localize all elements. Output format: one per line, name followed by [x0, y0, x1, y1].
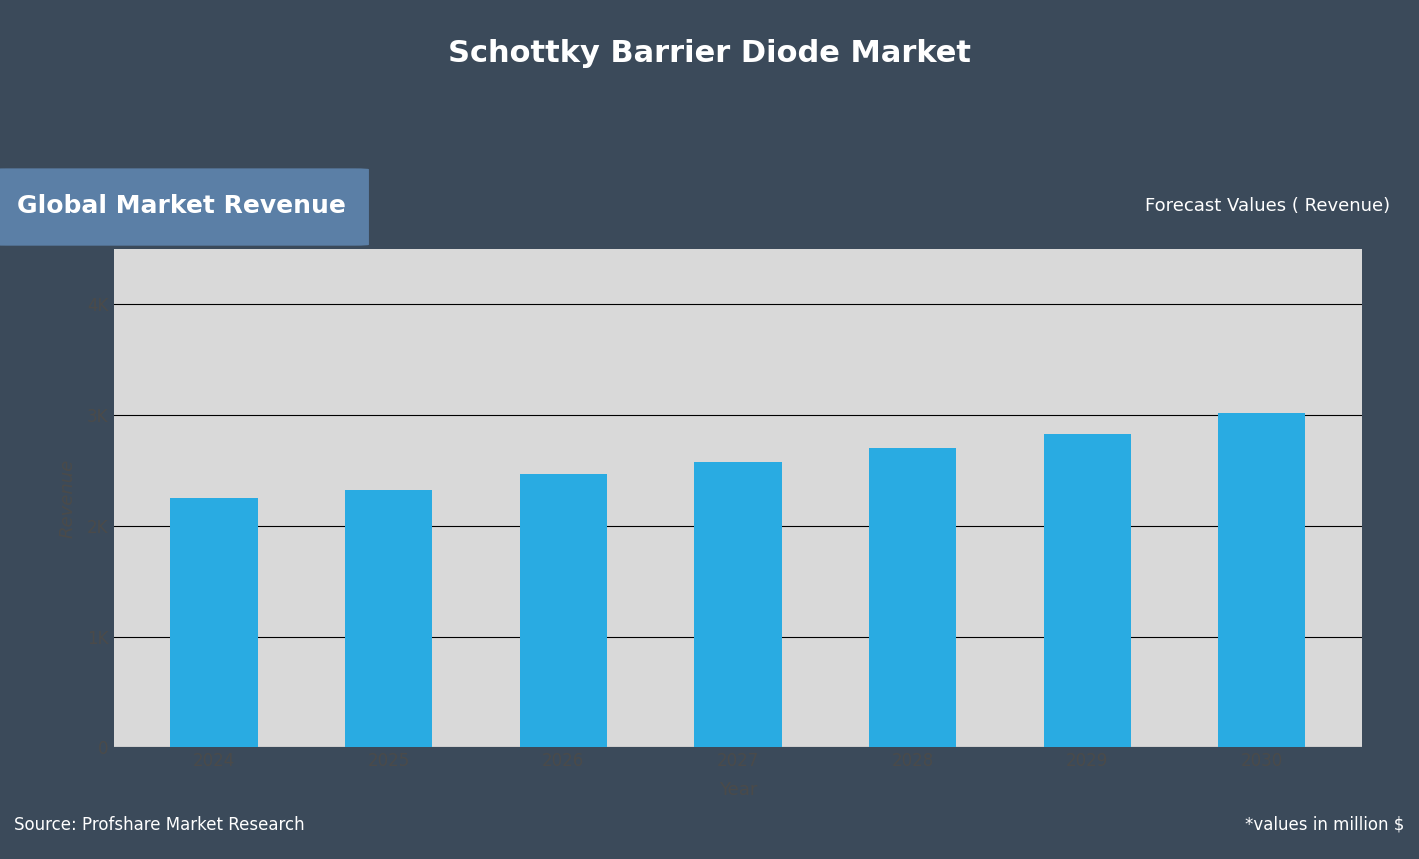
Text: Schottky Barrier Diode Market: Schottky Barrier Diode Market — [448, 39, 971, 68]
Legend: Revenue: Revenue — [148, 184, 291, 216]
Bar — [345, 490, 433, 747]
Bar — [170, 498, 258, 747]
Bar — [1043, 434, 1131, 747]
Text: Forecast Values ( Revenue): Forecast Values ( Revenue) — [1145, 198, 1391, 215]
Y-axis label: Revenue: Revenue — [58, 459, 77, 538]
Bar — [1218, 413, 1305, 747]
FancyBboxPatch shape — [0, 168, 369, 246]
Bar — [694, 461, 782, 747]
Bar — [868, 448, 956, 747]
X-axis label: Year: Year — [718, 782, 758, 800]
Text: Global Market Revenue: Global Market Revenue — [17, 194, 346, 218]
Bar — [519, 474, 607, 747]
Text: Source: Profshare Market Research: Source: Profshare Market Research — [14, 816, 305, 833]
Text: *values in million $: *values in million $ — [1246, 816, 1405, 833]
